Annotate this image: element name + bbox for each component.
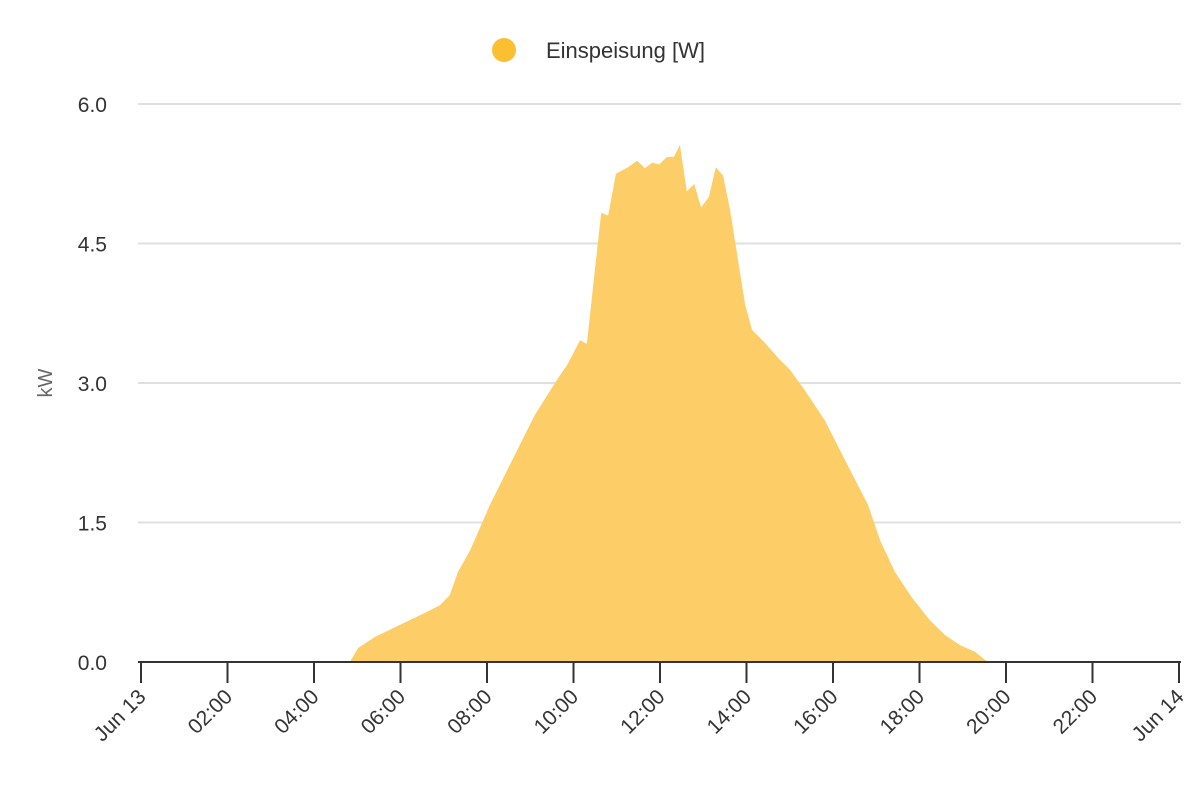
x-tick-label: Jun 14	[1128, 685, 1189, 746]
x-tick-label: 06:00	[357, 685, 410, 738]
y-axis-label: kW	[35, 368, 57, 397]
legend-marker	[492, 38, 516, 62]
x-tick-label: 08:00	[443, 685, 496, 738]
y-tick-label: 1.5	[78, 513, 107, 536]
x-tick-label: 18:00	[876, 685, 929, 738]
legend-label[interactable]: Einspeisung [W]	[546, 38, 705, 63]
x-tick-label: 10:00	[530, 685, 583, 738]
y-tick-label: 4.5	[78, 234, 107, 257]
x-tick-label: 12:00	[616, 685, 669, 738]
x-tick-label: 20:00	[962, 685, 1015, 738]
y-tick-label: 6.0	[78, 94, 107, 117]
x-tick-label: 16:00	[789, 685, 842, 738]
series-area-einspeisung	[349, 144, 988, 662]
y-tick-label: 3.0	[78, 373, 107, 396]
y-tick-label: 0.0	[78, 652, 107, 675]
x-tick-label: 22:00	[1049, 685, 1102, 738]
x-tick-label: 14:00	[703, 685, 756, 738]
x-tick-label: Jun 13	[90, 685, 151, 746]
y-axis: 0.0 1.5 3.0 4.5 6.0	[78, 94, 107, 675]
x-tick-label: 04:00	[270, 685, 323, 738]
legend[interactable]: Einspeisung [W]	[492, 38, 705, 63]
x-axis: Jun 13 02:00 04:00 06:00 08:00 10:00 12:00 14:0…	[90, 661, 1189, 746]
x-tick-label: 02:00	[184, 685, 237, 738]
